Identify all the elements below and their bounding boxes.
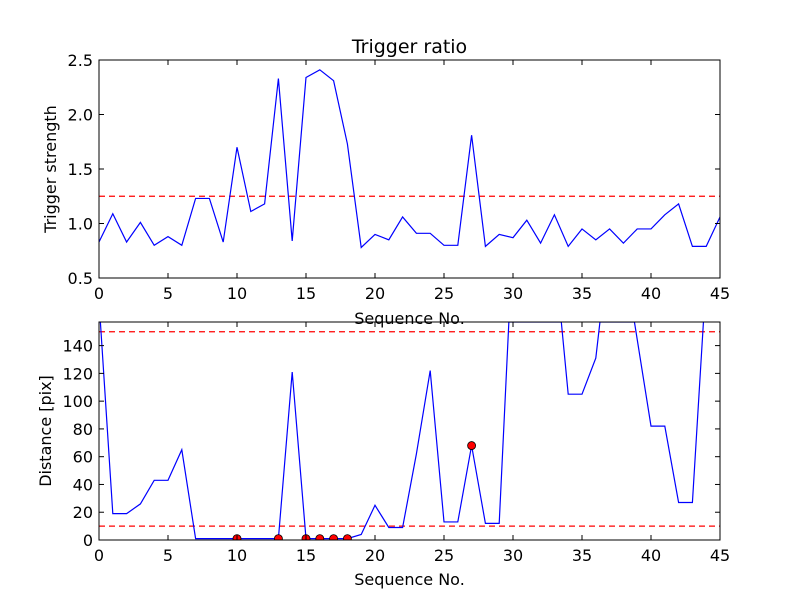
- x-tick-label: 35: [572, 546, 592, 565]
- x-tick-label: 15: [296, 546, 316, 565]
- data-point: [343, 534, 352, 540]
- x-tick-label: 25: [434, 546, 454, 565]
- x-tick-label: 30: [503, 546, 523, 565]
- tick-layer: 0 5 10 15 20 25 30 35 40 45 0 20 40 60 80 100 120 140: [62, 322, 730, 565]
- x-tick-label: 20: [365, 284, 385, 303]
- x-tick-label: 35: [572, 284, 592, 303]
- x-tick-label: 15: [296, 284, 316, 303]
- x-axis-label: Sequence No.: [354, 309, 465, 328]
- x-tick-label: 40: [641, 284, 661, 303]
- x-tick-label: 5: [163, 546, 173, 565]
- distance-chart: 0 5 10 15 20 25 30 35 40 45 0 20 40 60 80 100 120 140 Seq…: [36, 321, 730, 589]
- x-tick-label: 5: [163, 284, 173, 303]
- x-tick-label: 0: [94, 284, 104, 303]
- x-tick-label: 0: [94, 546, 104, 565]
- x-tick-label: 20: [365, 546, 385, 565]
- series-line: [99, 322, 705, 540]
- y-tick-label: 0.5: [68, 269, 93, 288]
- x-axis-label: Sequence No.: [354, 570, 465, 589]
- y-tick-label: 2.0: [68, 106, 93, 125]
- y-tick-label: 40: [73, 475, 93, 494]
- chart-title: Trigger ratio: [351, 36, 467, 58]
- x-tick-label: 40: [641, 546, 661, 565]
- y-tick-label: 140: [62, 337, 93, 356]
- y-tick-label: 1.0: [68, 215, 93, 234]
- y-tick-label: 80: [73, 420, 93, 439]
- x-tick-label: 10: [227, 284, 247, 303]
- series-line: [99, 69, 720, 249]
- x-tick-label: 10: [227, 546, 247, 565]
- plot-area: [99, 69, 720, 249]
- y-tick-label: 1.5: [68, 160, 93, 179]
- x-tick-label: 45: [710, 546, 730, 565]
- y-tick-label: 0: [83, 531, 93, 550]
- data-point: [329, 534, 338, 540]
- x-tick-label: 25: [434, 284, 454, 303]
- x-tick-label: 45: [710, 284, 730, 303]
- trigger-ratio-chart: Trigger ratio 0 5 10 15 20 25 30 35 40 45 0.5 1.0 1.…: [41, 36, 730, 328]
- y-tick-label: 120: [62, 364, 93, 383]
- axes-frame: [98, 321, 721, 541]
- data-point: [274, 534, 283, 540]
- y-tick-label: 100: [62, 392, 93, 411]
- tick-layer: 0 5 10 15 20 25 30 35 40 45 0.5 1.0 1.5 2.0 2.5: [68, 51, 731, 303]
- data-point: [315, 534, 325, 540]
- y-tick-label: 60: [73, 448, 93, 467]
- y-axis-label: Trigger strength: [41, 105, 60, 234]
- y-tick-label: 2.5: [68, 51, 93, 70]
- y-tick-label: 20: [73, 503, 93, 522]
- plot-area: [99, 322, 720, 540]
- x-tick-label: 30: [503, 284, 523, 303]
- data-point: [467, 441, 477, 450]
- y-axis-label: Distance [pix]: [36, 375, 55, 487]
